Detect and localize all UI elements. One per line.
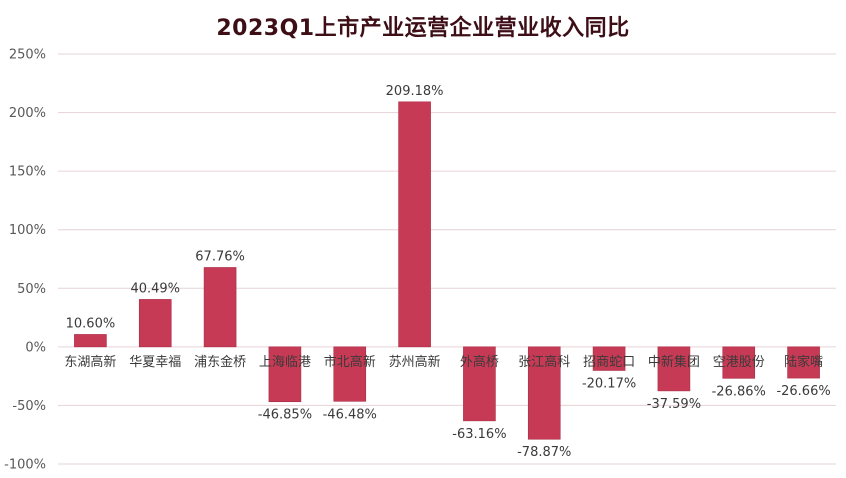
bar: [138, 299, 172, 348]
data-label: -20.17%: [582, 376, 636, 391]
bar: [463, 346, 496, 422]
data-label: 209.18%: [386, 84, 444, 99]
x-category-label: 陆家嘴: [784, 354, 823, 370]
x-category-label: 浦东金桥: [194, 354, 246, 370]
bar: [722, 346, 756, 379]
data-label: -46.48%: [323, 407, 377, 422]
data-label: 67.76%: [195, 249, 245, 264]
x-category-label: 苏州高新: [389, 354, 441, 370]
bar: [333, 346, 367, 402]
y-tick-label: -100%: [4, 458, 46, 473]
bar: [268, 346, 302, 403]
x-category-label: 张江高科: [518, 354, 570, 370]
data-label: -37.59%: [647, 397, 701, 412]
x-category-label: 中新集团: [648, 354, 700, 370]
bar: [398, 101, 431, 348]
y-tick-label: 250%: [9, 48, 46, 63]
bar: [527, 346, 561, 440]
y-tick-label: 200%: [9, 106, 46, 121]
data-label: -26.66%: [776, 384, 830, 399]
x-category-label: 外高桥: [460, 354, 499, 370]
x-category-label: 上海临港: [259, 355, 311, 370]
data-label: 10.60%: [66, 316, 116, 331]
y-tick-label: 100%: [9, 223, 46, 238]
y-tick-label: 0%: [25, 340, 46, 355]
bar: [74, 334, 107, 348]
x-category-label: 华夏幸福: [129, 355, 181, 370]
chart-title: 2023Q1上市产业运营企业营业收入同比: [216, 16, 630, 41]
bar: [203, 267, 237, 348]
data-label: -63.16%: [452, 427, 506, 442]
gridlines: [58, 53, 836, 465]
x-category-label: 招商蛇口: [583, 355, 635, 370]
x-category-label: 市北高新: [324, 354, 376, 370]
bar: [592, 346, 626, 371]
bar: [787, 346, 820, 379]
bars: [74, 101, 820, 440]
data-label: -78.87%: [517, 445, 571, 460]
y-axis-ticks: 250% 200% 150% 100% 50% 0% -50% -100%: [4, 48, 46, 473]
y-tick-label: -50%: [12, 399, 46, 414]
category-labels: 东湖高新 华夏幸福 浦东金桥 上海临港 市北高新 苏州高新 外高桥 张江高科 招商蛇口 中新集团空…: [64, 354, 823, 370]
x-category-label: 空港股份: [713, 355, 765, 370]
data-label: -26.86%: [712, 384, 766, 399]
y-tick-label: 150%: [9, 165, 46, 180]
bar: [657, 346, 691, 392]
data-labels: 10.60% 40.49% 67.76% -46.85% -46.48% 209.18% -…: [66, 84, 831, 460]
data-label: 40.49%: [130, 281, 180, 296]
y-tick-label: 50%: [17, 282, 46, 297]
data-label: -46.85%: [258, 408, 312, 423]
x-category-label: 东湖高新: [64, 354, 116, 370]
